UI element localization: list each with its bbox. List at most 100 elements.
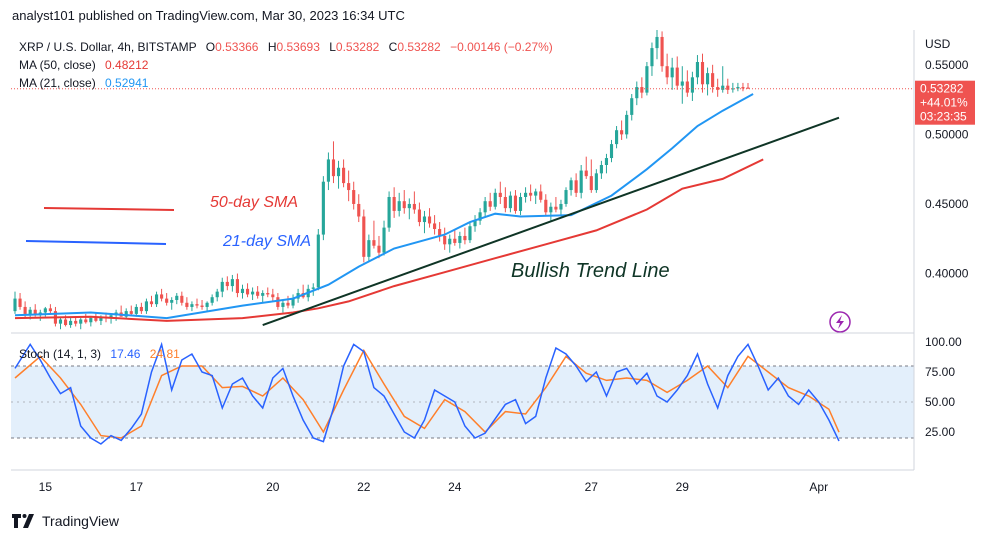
candle-body xyxy=(362,216,366,257)
tradingview-brand: TradingView xyxy=(42,513,120,529)
time-axis[interactable]: 15 17 20 22 24 27 29 Apr xyxy=(11,469,914,494)
candle-body xyxy=(326,159,330,182)
candle-body xyxy=(529,192,533,196)
stoch-legend: Stoch (14, 1, 3) 17.46 24.81 xyxy=(19,347,180,361)
candle-body xyxy=(448,238,452,245)
candle-body xyxy=(599,164,603,174)
candle-body xyxy=(276,297,280,307)
candle-body xyxy=(190,304,194,307)
candle-body xyxy=(205,302,209,307)
candle-body xyxy=(433,223,437,230)
candle-body xyxy=(584,170,588,177)
chart-svg[interactable]: 50-day SMA 21-day SMA Bullish Trend Line… xyxy=(11,30,983,500)
candle-body xyxy=(311,287,315,289)
candle-body xyxy=(144,301,149,312)
price-tick-label: 0.45000 xyxy=(925,197,969,211)
candle-body xyxy=(579,170,583,193)
publish-info: analyst101 published on TradingView.com,… xyxy=(12,8,405,23)
legend-ohlc-row: XRP / U.S. Dollar, 4h, BITSTAMP O0.53366… xyxy=(19,40,553,54)
candle-body xyxy=(564,190,568,204)
candle-body xyxy=(69,320,73,326)
stoch-pane[interactable]: Stoch (14, 1, 3) 17.46 24.81 xyxy=(11,341,914,445)
time-tick-label: 20 xyxy=(266,480,280,494)
candle-body xyxy=(524,192,528,198)
legend-ma50-value: 0.48212 xyxy=(105,58,149,72)
candle-body xyxy=(63,319,68,326)
candle-body xyxy=(736,87,740,89)
stoch-k-line xyxy=(14,341,840,445)
candle-body xyxy=(18,298,22,307)
candle-body xyxy=(220,281,224,292)
price-axis-ticks: 0.55000 0.50000 0.45000 0.40000 xyxy=(925,58,969,281)
candle-body xyxy=(377,245,381,253)
candle-body xyxy=(458,235,462,243)
chart-frame[interactable]: 50-day SMA 21-day SMA Bullish Trend Line… xyxy=(11,30,983,500)
sma21-annotation: 21-day SMA xyxy=(222,233,311,250)
candle-body xyxy=(74,320,78,324)
candle-body xyxy=(407,203,411,209)
last-price-change: +44.01% xyxy=(920,96,968,110)
ma50-line xyxy=(14,158,764,322)
candle-body xyxy=(372,240,376,246)
legend-ma50-label: MA (50, close) xyxy=(19,58,96,72)
candle-body xyxy=(165,298,169,303)
time-tick-label: 22 xyxy=(357,480,371,494)
legend-ma50-row: MA (50, close) 0.48212 xyxy=(19,58,149,72)
candle-body xyxy=(549,206,553,213)
candle-body xyxy=(94,318,98,321)
candle-body xyxy=(170,299,174,303)
candle-body xyxy=(256,291,260,296)
candle-body xyxy=(281,302,285,307)
last-price-badge: 0.53282 +44.01% 03:23:35 xyxy=(915,80,975,125)
candle-body xyxy=(620,130,624,135)
candle-body xyxy=(109,315,113,319)
time-tick-label: Apr xyxy=(809,480,828,494)
legend-ma21-value: 0.52941 xyxy=(105,76,149,90)
candle-body xyxy=(417,209,421,223)
candle-body xyxy=(503,197,507,209)
candle-body xyxy=(594,173,598,191)
candle-body xyxy=(660,36,664,67)
candle-body xyxy=(13,298,17,312)
price-pane[interactable]: 50-day SMA 21-day SMA Bullish Trend Line… xyxy=(11,30,914,333)
candle-body xyxy=(726,85,730,90)
tradingview-footer[interactable]: TradingView xyxy=(12,510,119,532)
candle-body xyxy=(438,229,442,236)
candle-body xyxy=(473,220,477,227)
candle-body xyxy=(357,203,361,217)
candle-body xyxy=(604,158,609,165)
bullish-trend-line xyxy=(262,116,840,326)
stoch-label: Stoch (14, 1, 3) xyxy=(19,347,101,361)
price-axis[interactable]: USD 0.55000 0.50000 0.45000 0.40000 0.53282… xyxy=(913,30,975,470)
candle-body xyxy=(574,180,578,193)
candle-body xyxy=(28,309,32,314)
candle-body xyxy=(488,201,492,207)
time-tick-label: 24 xyxy=(448,480,462,494)
candle-body xyxy=(700,62,705,85)
trendline-annotation: Bullish Trend Line xyxy=(511,260,670,282)
candle-body xyxy=(240,288,245,294)
candle-body xyxy=(129,311,133,314)
sma21-legend-line xyxy=(25,240,167,245)
time-tick-label: 27 xyxy=(585,480,599,494)
lightning-icon[interactable] xyxy=(829,311,851,333)
candle-body xyxy=(33,309,37,316)
candle-body xyxy=(630,98,634,115)
candle-body xyxy=(84,319,88,323)
candles xyxy=(13,30,750,330)
candle-body xyxy=(387,197,391,228)
stoch-tick-label: 25.00 xyxy=(925,425,955,439)
candle-body xyxy=(721,85,725,90)
candle-body xyxy=(347,183,351,191)
stoch-tick-label: 75.00 xyxy=(925,365,955,379)
candle-body xyxy=(589,176,593,191)
candle-body xyxy=(235,279,239,294)
candle-body xyxy=(539,191,543,200)
candle-body xyxy=(670,67,674,78)
candle-body xyxy=(463,235,467,241)
candle-body xyxy=(705,73,710,85)
time-axis-ticks: 15 17 20 22 24 27 29 Apr xyxy=(39,480,828,494)
candle-body xyxy=(695,62,700,78)
stoch-axis-ticks: 100.00 75.00 50.00 25.00 xyxy=(925,335,962,439)
candle-body xyxy=(534,191,538,196)
